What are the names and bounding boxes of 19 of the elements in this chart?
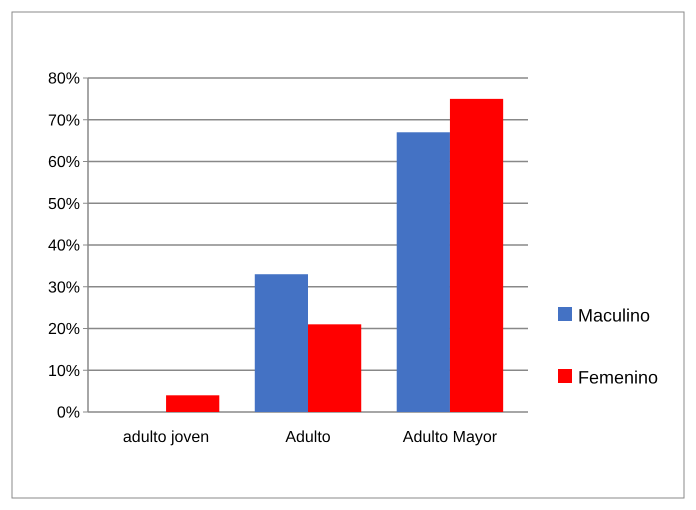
- y-tick-label: 50%: [48, 196, 80, 213]
- y-tick-label: 20%: [48, 321, 80, 338]
- x-tick-label: adulto joven: [122, 429, 210, 446]
- y-tick-label: 30%: [48, 279, 80, 296]
- x-tick-label: Adulto Mayor: [402, 429, 498, 446]
- y-tick-label: 60%: [48, 154, 80, 172]
- bar: [396, 132, 450, 412]
- legend-label: Femenino: [578, 367, 658, 388]
- legend-label: Maculino: [578, 305, 650, 326]
- x-tick-label: Adulto: [285, 429, 331, 446]
- bar: [450, 98, 504, 412]
- bar: [254, 274, 308, 412]
- y-tick-label: 80%: [48, 70, 80, 88]
- bar: [308, 324, 362, 412]
- y-tick-label: 70%: [48, 112, 80, 130]
- bar: [166, 395, 220, 412]
- y-tick-label: 0%: [56, 404, 80, 422]
- y-tick-label: 40%: [48, 238, 80, 255]
- y-tick-label: 10%: [48, 362, 80, 380]
